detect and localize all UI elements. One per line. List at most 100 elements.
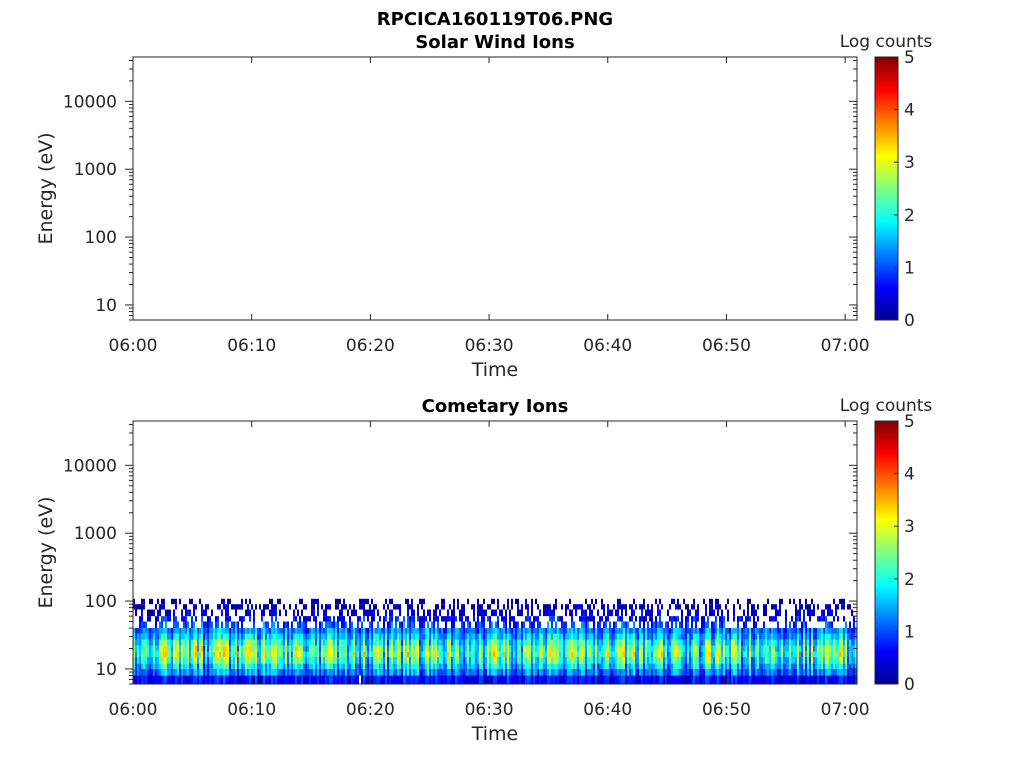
heatmap-cell (251, 645, 253, 652)
heatmap-cell (513, 628, 515, 634)
heatmap-cell (511, 668, 513, 676)
heatmap-cell (789, 656, 791, 664)
heatmap-cell (245, 663, 247, 669)
heatmap-cell (133, 675, 135, 684)
heatmap-cell (659, 621, 661, 629)
heatmap-cell (165, 651, 167, 657)
heatmap-cell (251, 628, 253, 634)
heatmap-cell (481, 656, 483, 664)
heatmap-cell (449, 651, 451, 657)
heatmap-cell (303, 663, 305, 669)
heatmap-cell (655, 598, 657, 605)
heatmap-cell (795, 633, 797, 640)
heatmap-cell (509, 633, 511, 640)
heatmap-cell (391, 645, 393, 652)
heatmap-cell (853, 651, 855, 657)
heatmap-cell (799, 645, 801, 652)
heatmap-cell (239, 675, 241, 684)
heatmap-cell (705, 651, 707, 657)
heatmap-cell (277, 675, 279, 684)
heatmap-cell (243, 675, 245, 684)
heatmap-cell (273, 668, 275, 676)
heatmap-cell (581, 609, 583, 617)
heatmap-cell (851, 609, 853, 617)
heatmap-cell (253, 645, 255, 652)
heatmap-cell (633, 656, 635, 664)
heatmap-cell (335, 639, 337, 646)
heatmap-cell (243, 639, 245, 646)
heatmap-cell (257, 639, 259, 646)
heatmap-cell (509, 639, 511, 646)
heatmap-cell (645, 609, 647, 617)
heatmap-cell (707, 668, 709, 676)
heatmap-cell (605, 656, 607, 664)
heatmap-cell (423, 668, 425, 676)
heatmap-cell (447, 656, 449, 664)
heatmap-cell (663, 668, 665, 676)
heatmap-cell (315, 645, 317, 652)
heatmap-cell (547, 675, 549, 684)
heatmap-cell (325, 675, 327, 684)
heatmap-cell (173, 609, 175, 617)
heatmap-cell (587, 604, 589, 610)
y-tick-label: 10 (95, 660, 117, 680)
heatmap-cell (341, 651, 343, 657)
heatmap-cell (279, 628, 281, 634)
heatmap-cell (521, 663, 523, 669)
heatmap-cell (685, 656, 687, 664)
heatmap-cell (433, 609, 435, 617)
heatmap-cell (343, 639, 345, 646)
heatmap-cell (533, 633, 535, 640)
heatmap-cell (237, 663, 239, 669)
heatmap-cell (377, 668, 379, 676)
heatmap-cell (765, 663, 767, 669)
heatmap-cell (151, 656, 153, 664)
heatmap-cell (343, 616, 345, 622)
heatmap-cell (305, 628, 307, 634)
heatmap-cell (247, 668, 249, 676)
heatmap-cell (605, 628, 607, 634)
heatmap-cell (475, 633, 477, 640)
heatmap-cell (199, 675, 201, 684)
heatmap-cell (239, 604, 241, 610)
heatmap-cell (791, 656, 793, 664)
heatmap-cell (775, 628, 777, 634)
heatmap-cell (379, 675, 381, 684)
heatmap-cell (541, 633, 543, 640)
heatmap-cell (749, 639, 751, 646)
heatmap-cell (729, 656, 731, 664)
heatmap-cell (443, 663, 445, 669)
heatmap-cell (385, 598, 387, 605)
heatmap-cell (627, 633, 629, 640)
heatmap-cell (469, 639, 471, 646)
heatmap-cell (411, 651, 413, 657)
heatmap-cell (593, 616, 595, 622)
heatmap-cell (325, 616, 327, 622)
heatmap-cell (751, 604, 753, 610)
heatmap-cell (763, 645, 765, 652)
heatmap-cell (171, 645, 173, 652)
heatmap-cell (523, 656, 525, 664)
heatmap-cell (783, 645, 785, 652)
heatmap-cell (395, 616, 397, 622)
heatmap-cell (361, 656, 363, 664)
heatmap-cell (195, 663, 197, 669)
heatmap-cell (727, 675, 729, 684)
heatmap-cell (629, 616, 631, 622)
heatmap-cell (629, 604, 631, 610)
heatmap-cell (619, 628, 621, 634)
heatmap-cell (775, 651, 777, 657)
heatmap-cell (785, 609, 787, 617)
heatmap-cell (671, 598, 673, 605)
heatmap-cell (779, 604, 781, 610)
heatmap-cell (191, 628, 193, 634)
heatmap-cell (437, 656, 439, 664)
heatmap-cell (809, 645, 811, 652)
heatmap-cell (611, 651, 613, 657)
heatmap-cell (709, 604, 711, 610)
heatmap-cell (767, 645, 769, 652)
heatmap-cell (667, 675, 669, 684)
figure-title: RPCICA160119T06.PNG (377, 9, 613, 30)
heatmap-cell (215, 668, 217, 676)
heatmap-cell (561, 668, 563, 676)
